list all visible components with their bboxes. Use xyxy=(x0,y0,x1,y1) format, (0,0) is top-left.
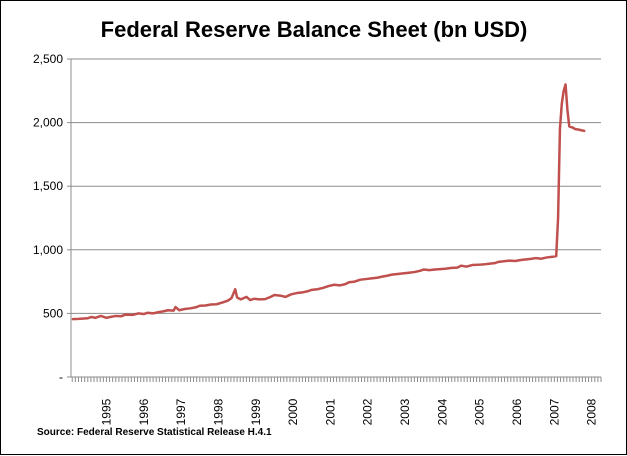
gridlines xyxy=(71,58,601,314)
x-tick-label: 2007 xyxy=(547,398,561,425)
x-tick-labels: 1995 1996 1997 1998 1999 2000 2001 2002 2003 2004… xyxy=(99,398,598,425)
x-tick-label: 2003 xyxy=(398,398,412,425)
chart-title: Federal Reserve Balance Sheet (bn USD) xyxy=(101,17,528,42)
x-tick-label: 1998 xyxy=(211,398,225,425)
y-tick-label: 1,000 xyxy=(33,243,63,257)
x-tick-label: 1996 xyxy=(137,398,151,425)
x-tick-label: 2000 xyxy=(286,398,300,425)
series-layer xyxy=(71,83,586,321)
x-tick-label: 2008 xyxy=(585,398,599,425)
source-note: Source: Federal Reserve Statistical Rele… xyxy=(37,427,272,438)
x-tick-label: 1995 xyxy=(99,398,113,425)
y-tick-label: 2,000 xyxy=(33,116,63,130)
x-tick-label: 1997 xyxy=(174,398,188,425)
y-tick-label: 500 xyxy=(43,306,63,320)
x-tick-label: 2006 xyxy=(510,398,524,425)
y-tick-label: 1,500 xyxy=(33,179,63,193)
series-line-0 xyxy=(71,83,586,321)
axes xyxy=(67,58,602,382)
y-tick-label: - xyxy=(59,370,63,384)
x-tick-label: 2005 xyxy=(473,398,487,425)
x-tick-label: 2004 xyxy=(435,398,449,425)
x-tick-label: 2002 xyxy=(361,398,375,425)
y-tick-label: 2,500 xyxy=(33,52,63,66)
y-tick-labels: - 500 1,000 1,500 2,000 2,500 xyxy=(33,52,63,384)
x-tick-label: 2001 xyxy=(323,398,337,425)
x-tick-label: 1999 xyxy=(249,398,263,425)
